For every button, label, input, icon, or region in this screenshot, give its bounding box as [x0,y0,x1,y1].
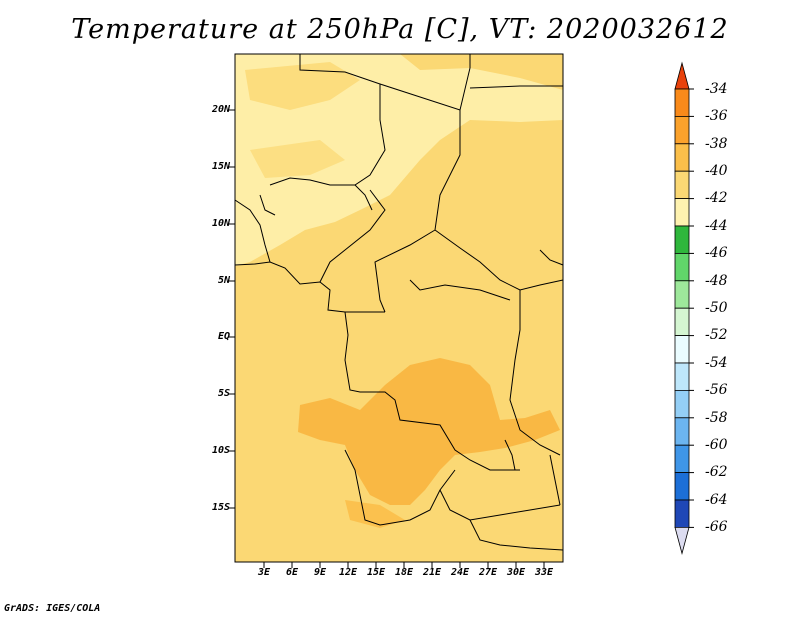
cold-region-north [235,54,563,266]
colorbar-segment [674,170,690,199]
lon-label: 21E [422,567,442,578]
colorbar-label: -42 [705,190,728,206]
colorbar-label: -44 [705,218,728,234]
lon-label: 15E [366,567,386,578]
lat-label: 20N [211,104,230,115]
map-frame [234,53,564,563]
colorbar-segment [674,198,690,227]
warm-patch-sw [345,500,405,528]
colorbar-segment [674,252,690,282]
lat-label: 10N [211,218,230,229]
lon-label: 33E [534,567,554,578]
lat-label: 15S [211,502,230,513]
footer-credit: GrADS: IGES/COLA [4,603,101,614]
colorbar-label: -56 [705,382,728,398]
colorbar-segment [674,389,690,419]
colorbar-segment [674,280,690,309]
lat-label: 15N [211,161,230,172]
colorbar-label: -66 [705,519,728,535]
lon-label: 27E [478,567,498,578]
colorbar-segment [674,88,690,117]
colorbar-label: -36 [705,108,728,124]
colorbar-segment [674,472,690,501]
colorbar-segment [674,116,690,145]
cold-patch-2 [250,140,345,178]
colorbar-cap-top [674,61,690,90]
colorbar-label: -60 [705,437,728,453]
lat-label: 5S [217,388,230,399]
cold-patch-1 [245,62,360,110]
lon-label: 3E [257,567,271,578]
colorbar-segment [674,444,690,474]
map-panel [229,53,564,568]
lon-label: 24E [450,567,470,578]
lon-label: 12E [338,567,358,578]
colorbar-label: -34 [705,81,728,97]
colorbar-label: -48 [705,273,728,289]
lat-label: 10S [211,445,230,456]
colorbar-label: -62 [705,464,728,480]
lon-label: 9E [313,567,327,578]
colorbar-label: -64 [705,492,728,508]
colorbar-segment [674,143,690,172]
colorbar-label: -58 [705,410,728,426]
country-borders [234,54,564,551]
colorbar-segment [674,362,690,391]
colorbar-label: -40 [705,163,728,179]
warm-region-south [298,358,560,505]
colorbar-cap-bottom [674,527,690,555]
axis-ticks [229,109,545,568]
colorbar-label: -38 [705,136,728,152]
colorbar-label: -54 [705,355,728,371]
colorbar-label: -50 [705,300,728,316]
lat-label: EQ [217,331,230,342]
colorbar-segment [674,307,690,337]
colorbar [674,61,694,555]
colorbar-label: -52 [705,327,728,343]
colorbar-segment [674,499,690,528]
lon-label: 6E [285,567,299,578]
lon-label: 30E [506,567,526,578]
colorbar-segment [674,335,690,364]
lat-label: 5N [217,275,230,286]
chart-title: Temperature at 250hPa [C], VT: 202003261… [71,14,729,45]
colorbar-segment [674,225,690,254]
colorbar-label: -46 [705,245,728,261]
lon-label: 18E [394,567,414,578]
colorbar-segment [674,417,690,446]
